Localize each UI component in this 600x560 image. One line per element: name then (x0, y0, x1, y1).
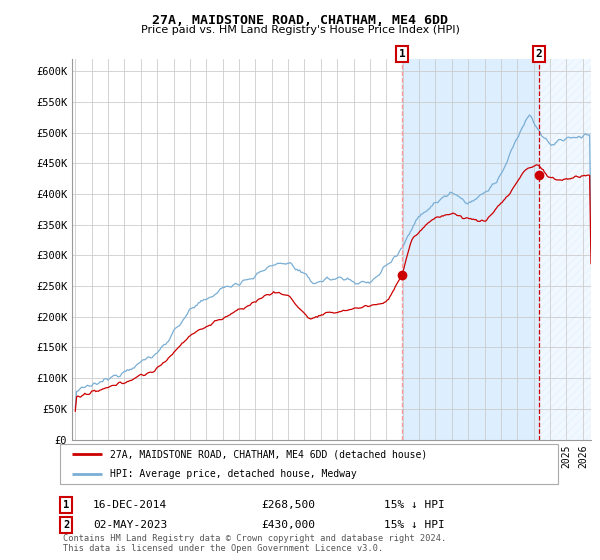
Text: 16-DEC-2014: 16-DEC-2014 (93, 500, 167, 510)
Text: 02-MAY-2023: 02-MAY-2023 (93, 520, 167, 530)
Text: HPI: Average price, detached house, Medway: HPI: Average price, detached house, Medw… (110, 469, 356, 479)
Bar (402, 59, 539, 440)
Text: 2: 2 (63, 520, 69, 530)
Text: 27A, MAIDSTONE ROAD, CHATHAM, ME4 6DD (detached house): 27A, MAIDSTONE ROAD, CHATHAM, ME4 6DD (d… (110, 449, 427, 459)
Text: 15% ↓ HPI: 15% ↓ HPI (384, 500, 445, 510)
Text: 27A, MAIDSTONE ROAD, CHATHAM, ME4 6DD: 27A, MAIDSTONE ROAD, CHATHAM, ME4 6DD (152, 14, 448, 27)
Text: £430,000: £430,000 (261, 520, 315, 530)
FancyBboxPatch shape (60, 444, 558, 484)
Text: 15% ↓ HPI: 15% ↓ HPI (384, 520, 445, 530)
Bar (539, 59, 591, 440)
Text: 1: 1 (63, 500, 69, 510)
Text: 2: 2 (536, 49, 542, 59)
Text: Contains HM Land Registry data © Crown copyright and database right 2024.
This d: Contains HM Land Registry data © Crown c… (63, 534, 446, 553)
Text: 1: 1 (398, 49, 406, 59)
Text: £268,500: £268,500 (261, 500, 315, 510)
Text: Price paid vs. HM Land Registry's House Price Index (HPI): Price paid vs. HM Land Registry's House … (140, 25, 460, 35)
